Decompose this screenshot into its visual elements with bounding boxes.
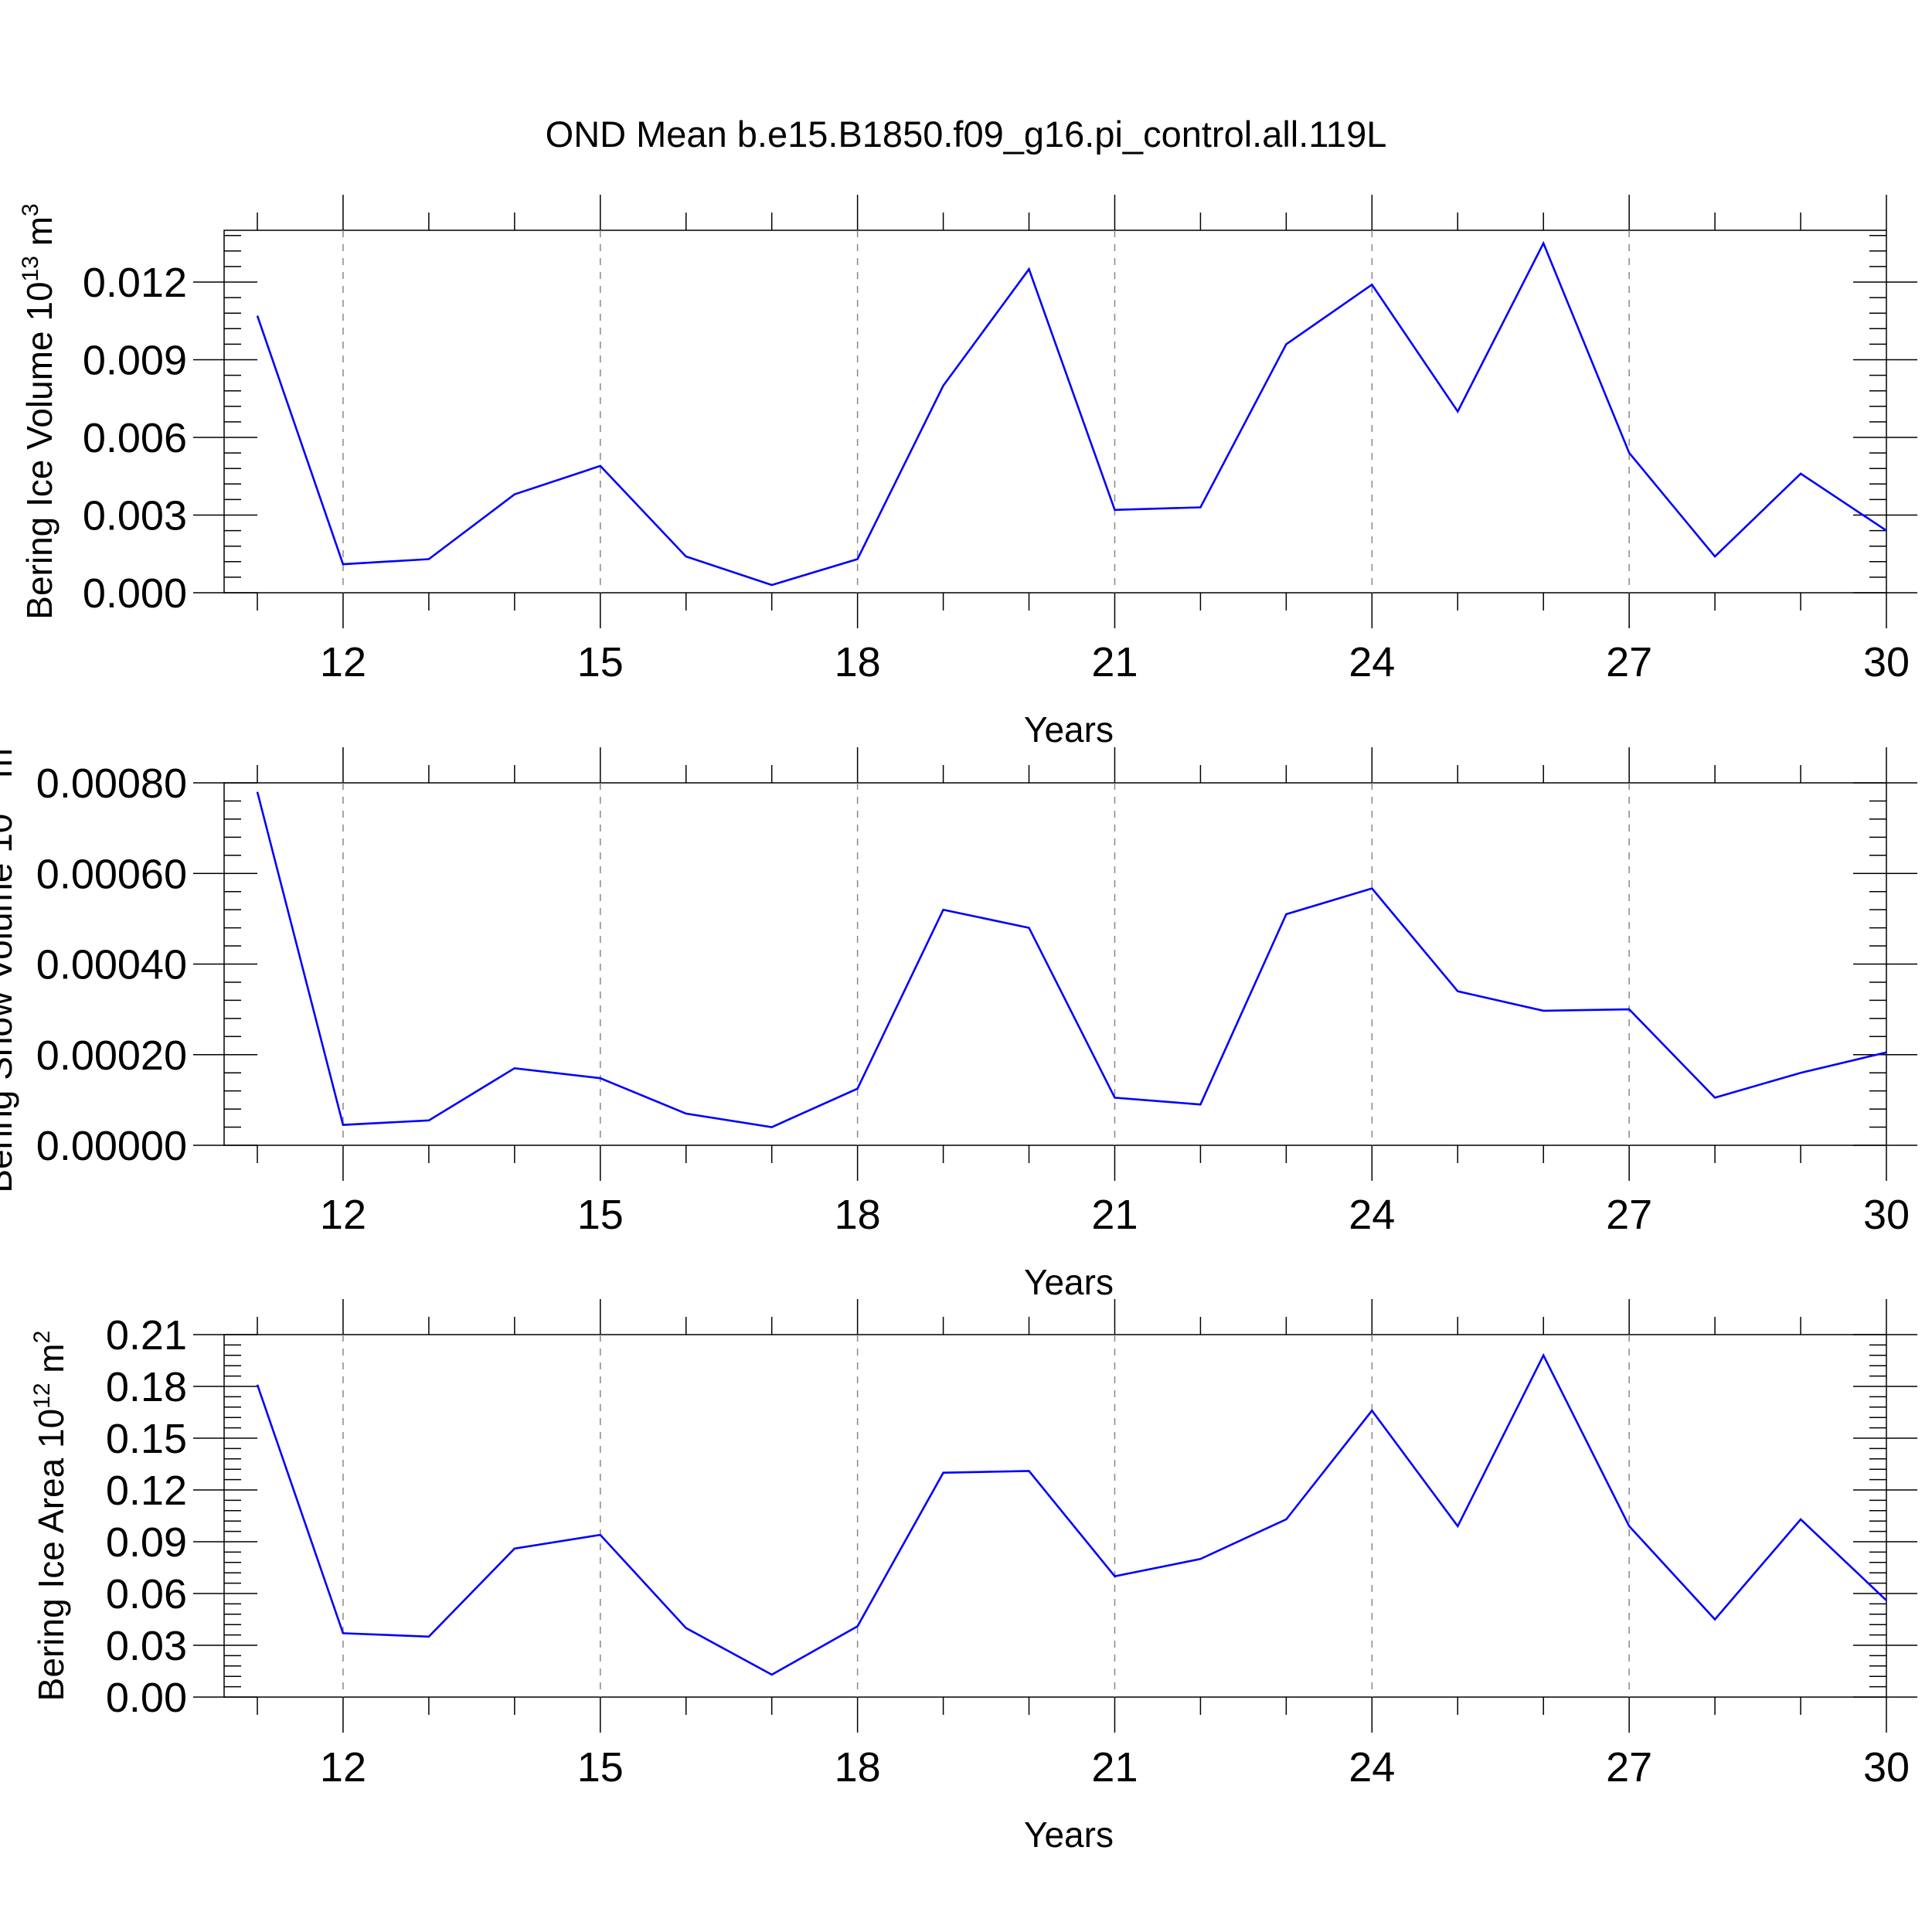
y-tick-label: 0.09 — [106, 1519, 187, 1566]
series-line — [256, 240, 1887, 587]
x-tick-label: 18 — [835, 1192, 881, 1238]
x-tick-label: 21 — [1091, 1744, 1138, 1791]
y-tick-label: 0.009 — [83, 338, 187, 384]
x-axis-label: Years — [1024, 709, 1114, 750]
x-tick-label: 15 — [577, 639, 624, 685]
y-tick-label: 0.00020 — [36, 1032, 187, 1079]
y-tick-label: 0.18 — [106, 1364, 187, 1410]
y-tick-label: 0.000 — [83, 570, 187, 617]
y-axis-label: Bering Ice Volume 1013 m3 — [18, 203, 60, 619]
y-axis-label-exponent: 13 — [18, 256, 43, 281]
y-axis-label-unit-exponent: 3 — [18, 203, 43, 216]
x-tick-label: 27 — [1606, 1192, 1652, 1238]
plot-frame — [223, 782, 1887, 1146]
x-tick-label: 27 — [1606, 1744, 1652, 1791]
x-tick-label: 12 — [320, 1192, 366, 1238]
x-tick-label: 24 — [1349, 1192, 1395, 1238]
x-tick-label: 18 — [835, 1744, 881, 1791]
y-tick-label: 0.21 — [106, 1312, 187, 1359]
panels: 12 15 18 21 24 27 300.0000.0030.0060.0090.012Y… — [0, 195, 1917, 1855]
x-tick-label: 15 — [577, 1192, 624, 1238]
y-tick-label: 0.00080 — [36, 760, 187, 807]
x-tick-label: 12 — [320, 639, 366, 685]
y-axis-label-unit-exponent: 3 — [0, 735, 3, 748]
y-tick-label: 0.15 — [106, 1416, 187, 1462]
y-axis-label: Bering Snow Volume 1013 m3 — [0, 735, 19, 1192]
y-axis-label-unit-exponent: 2 — [29, 1331, 55, 1344]
y-tick-label: 0.00000 — [36, 1123, 187, 1169]
y-tick-label: 0.012 — [83, 260, 187, 306]
x-tick-label: 27 — [1606, 639, 1652, 685]
y-axis-label-unit: m — [31, 1343, 71, 1383]
y-tick-label: 0.00060 — [36, 851, 187, 897]
x-tick-label: 24 — [1349, 639, 1395, 685]
plot-frame — [223, 230, 1887, 594]
series-line — [256, 791, 1887, 1128]
x-tick-label: 30 — [1863, 639, 1910, 685]
x-tick-label: 18 — [835, 639, 881, 685]
y-axis-label-text: Bering Ice Area 10 — [31, 1409, 71, 1701]
series-line — [256, 1352, 1887, 1676]
y-tick-label: 0.00040 — [36, 942, 187, 988]
y-tick-label: 0.03 — [106, 1623, 187, 1669]
y-axis-label-text: Bering Ice Volume 10 — [19, 281, 60, 619]
x-axis-label: Years — [1024, 1262, 1114, 1302]
x-tick-label: 21 — [1091, 1192, 1138, 1238]
x-tick-label: 21 — [1091, 639, 1138, 685]
y-tick-label: 0.003 — [83, 493, 187, 539]
y-axis-label-unit: m — [19, 216, 60, 256]
figure-title: OND Mean b.e15.B1850.f09_g16.pi_control.… — [546, 114, 1387, 155]
y-axis-label: Bering Ice Area 1012 m2 — [29, 1331, 71, 1702]
x-tick-label: 30 — [1863, 1192, 1910, 1238]
y-axis-label-text: Bering Snow Volume 10 — [0, 814, 19, 1193]
y-tick-label: 0.12 — [106, 1468, 187, 1514]
y-tick-label: 0.006 — [83, 415, 187, 461]
x-tick-label: 24 — [1349, 1744, 1395, 1791]
y-axis-label-exponent: 13 — [0, 787, 3, 813]
y-tick-label: 0.00 — [106, 1675, 187, 1721]
y-axis-label-exponent: 12 — [29, 1383, 55, 1408]
chart-panel-1: 12 15 18 21 24 27 30 0.000 0.003 0.006 0.009 0.012 Y… — [18, 195, 1917, 750]
y-axis-label-unit: m — [0, 748, 19, 787]
y-tick-label: 0.06 — [106, 1571, 187, 1617]
plot-frame — [223, 1334, 1887, 1698]
x-tick-label: 12 — [320, 1744, 366, 1791]
x-axis-label: Years — [1024, 1815, 1114, 1855]
chart-panel-3: 12 15 18 21 24 27 30 0.00 0.03 0.06 0.09 0.12 0.15 0.… — [29, 1299, 1917, 1855]
chart-panel-2: 12 15 18 21 24 27 30 0.00000 0.00020 0.00040 0.000… — [0, 735, 1917, 1302]
x-tick-label: 15 — [577, 1744, 624, 1791]
x-tick-label: 30 — [1863, 1744, 1910, 1791]
